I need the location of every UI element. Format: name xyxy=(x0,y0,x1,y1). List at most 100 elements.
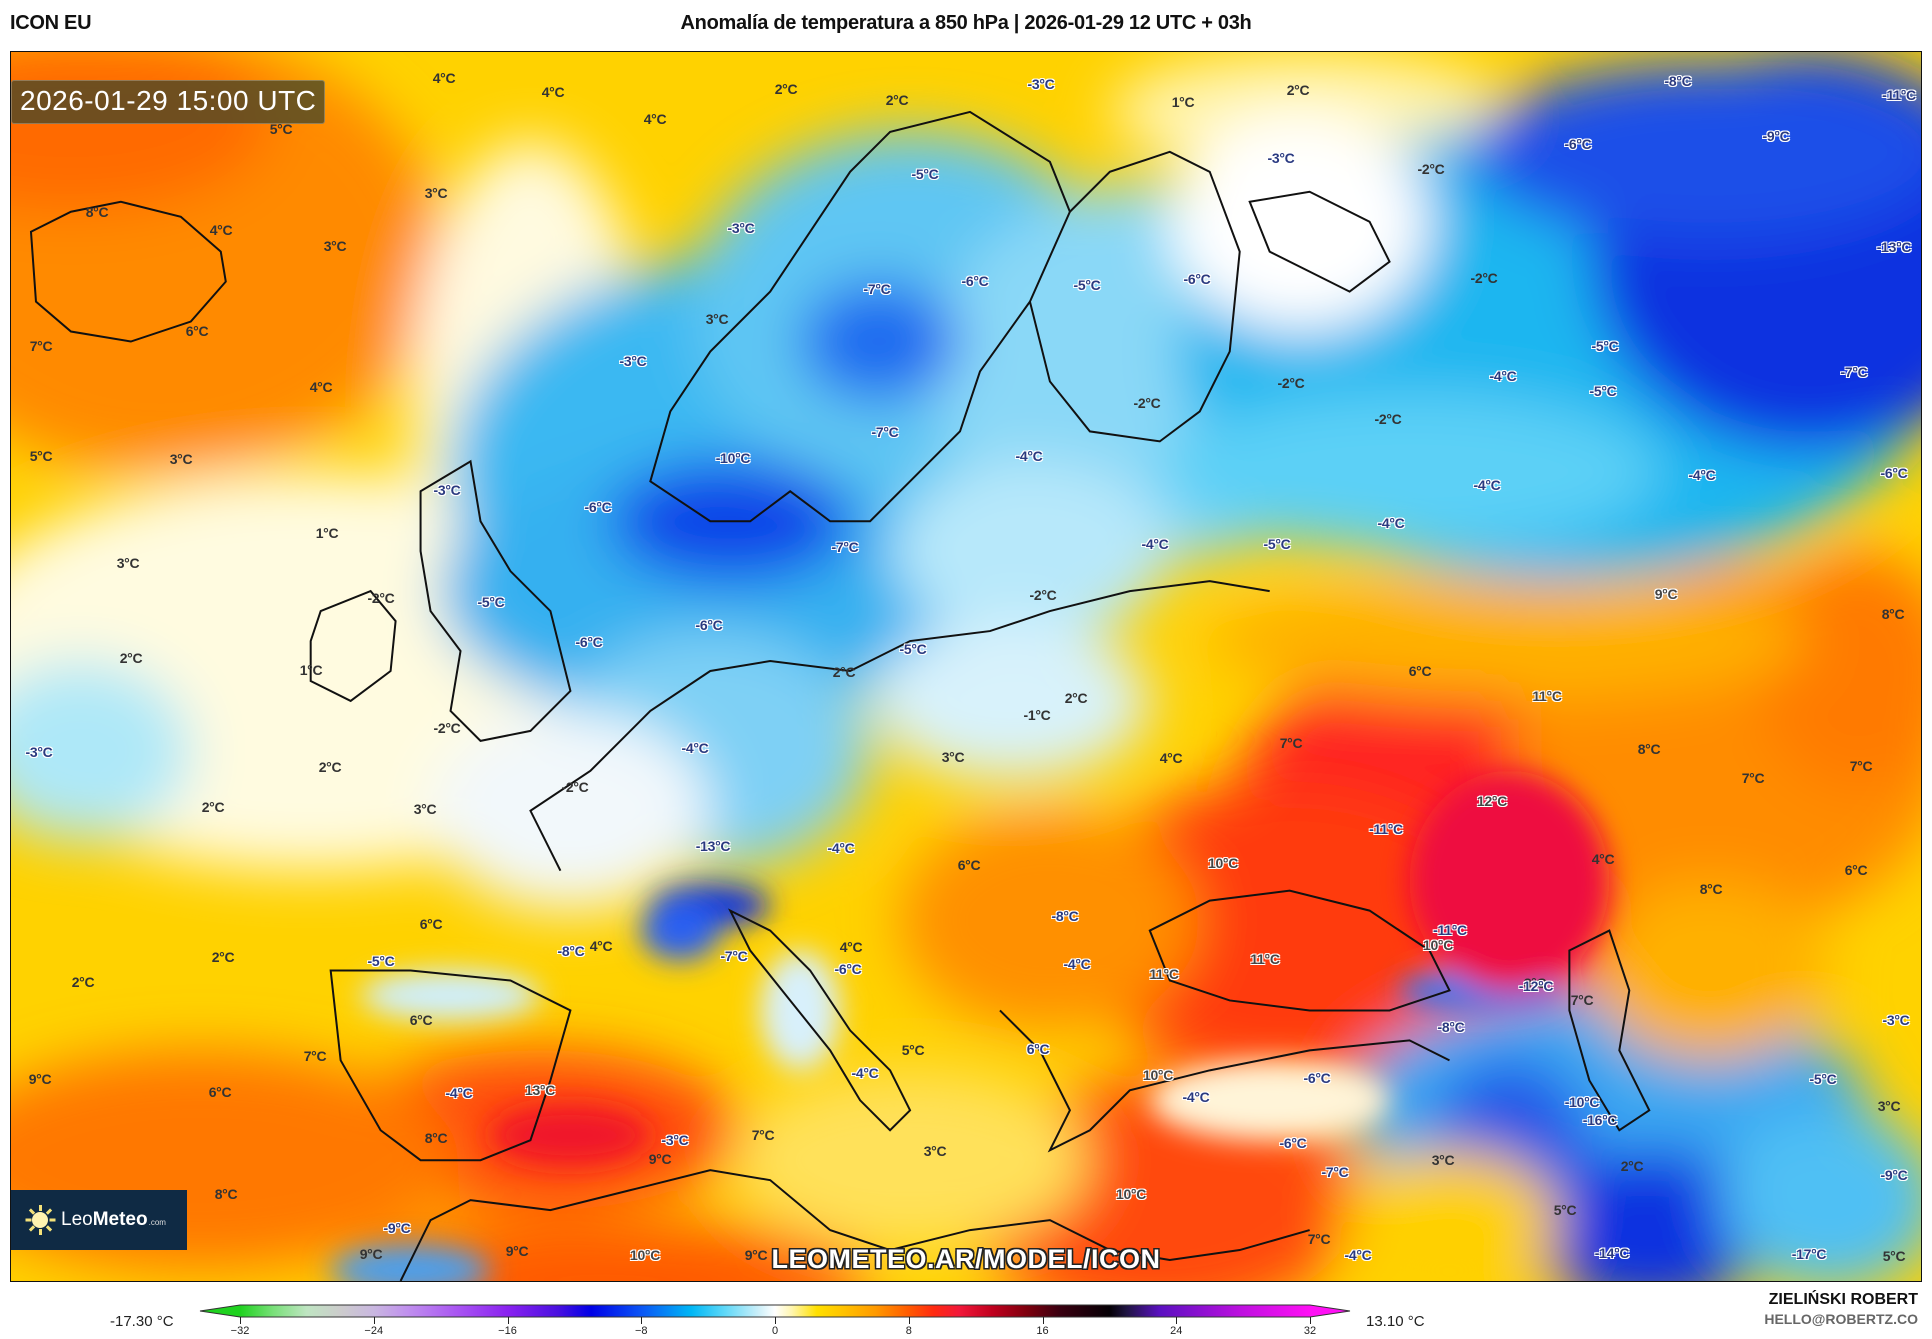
coastline-iberia xyxy=(329,969,572,1162)
temperature-label: 7°C xyxy=(1279,735,1303,751)
temperature-label: 8°C xyxy=(85,204,109,220)
temperature-label: -6°C xyxy=(1279,1135,1307,1151)
temperature-label: -8°C xyxy=(1437,1019,1465,1035)
temperature-label: -14°C xyxy=(1594,1245,1630,1261)
temperature-label: -6°C xyxy=(695,617,723,633)
temperature-label: 6°C xyxy=(1844,862,1868,878)
temperature-label: 10°C xyxy=(1115,1186,1147,1202)
temperature-label: 1°C xyxy=(1171,94,1195,110)
temperature-label: 9°C xyxy=(28,1071,52,1087)
temperature-label: -10°C xyxy=(1564,1094,1600,1110)
temperature-label: -16°C xyxy=(1582,1112,1618,1128)
temperature-label: -2°C xyxy=(1133,395,1161,411)
temperature-label: -3°C xyxy=(661,1132,689,1148)
temperature-label: 3°C xyxy=(1877,1098,1901,1114)
colorbar-tick xyxy=(507,1317,509,1324)
colorbar-min-value: -17.30 °C xyxy=(110,1313,174,1330)
coastline-ireland xyxy=(309,589,397,703)
temperature-label: -3°C xyxy=(727,220,755,236)
temperature-label: -5°C xyxy=(1589,383,1617,399)
temperature-label: 2°C xyxy=(71,974,95,990)
temperature-label: 3°C xyxy=(169,451,193,467)
temperature-label: 8°C xyxy=(1637,741,1661,757)
temperature-label: -4°C xyxy=(851,1065,879,1081)
temperature-label: 2°C xyxy=(1286,82,1310,98)
temperature-label: 3°C xyxy=(413,801,437,817)
colorbar-tick xyxy=(1310,1317,1311,1324)
temperature-label: 3°C xyxy=(705,311,729,327)
temperature-label: 3°C xyxy=(1431,1152,1455,1168)
temperature-label: -13°C xyxy=(1876,239,1912,255)
coastline-finland xyxy=(1028,150,1241,443)
temperature-label: 2°C xyxy=(832,664,856,680)
temperature-label: -2°C xyxy=(1277,375,1305,391)
temperature-label: -11°C xyxy=(1369,821,1403,837)
temperature-label: 8°C xyxy=(214,1186,238,1202)
temperature-label: -13°C xyxy=(695,838,731,854)
temperature-label: 4°C xyxy=(1159,750,1183,766)
temperature-label: -4°C xyxy=(1688,467,1716,483)
temperature-label: -3°C xyxy=(1267,150,1295,166)
temperature-label: -11°C xyxy=(1433,922,1467,938)
temperature-label: 7°C xyxy=(1849,758,1873,774)
temperature-label: 2°C xyxy=(119,650,143,666)
temperature-label: -5°C xyxy=(911,166,939,182)
coastline-britain xyxy=(419,459,572,742)
watermark-url: LEOMETEO.AR/MODEL/ICON xyxy=(771,1244,1161,1274)
temperature-label: -2°C xyxy=(1374,411,1402,427)
temperature-label: 7°C xyxy=(1741,770,1765,786)
colorbar-legend: -17.30 °C −32 −24 −16 −8 0 8 16 24 32 13.10 °C Z… xyxy=(0,1283,1932,1339)
temperature-anomaly-map: 2026-01-29 15:00 UTC 4°C 4°C 2°C 2°C -3°C 1°C… xyxy=(10,51,1922,1282)
temperature-label: 6°C xyxy=(409,1012,433,1028)
temperature-label: 3°C xyxy=(941,749,965,765)
temperature-label: 8°C xyxy=(424,1130,448,1146)
temperature-label: 9°C xyxy=(359,1246,383,1262)
temperature-label: 5°C xyxy=(269,121,293,137)
temperature-label: -10°C xyxy=(715,450,751,466)
temperature-label: 6°C xyxy=(208,1084,232,1100)
model-name: ICON EU xyxy=(10,12,92,34)
temperature-label: -7°C xyxy=(1321,1164,1349,1180)
temperature-label: -4°C xyxy=(1063,956,1091,972)
temperature-label: -6°C xyxy=(1183,271,1211,287)
leometeo-logo: LeoMeteo.com xyxy=(11,1190,187,1250)
temperature-label: 5°C xyxy=(901,1042,925,1058)
temperature-label: -4°C xyxy=(681,740,709,756)
temperature-label: 8°C xyxy=(1699,881,1723,897)
temperature-label: -2°C xyxy=(1417,161,1445,177)
colorbar-tick-label: 8 xyxy=(905,1325,912,1337)
colorbar-tick-label: 24 xyxy=(1170,1325,1183,1337)
chart-title: Anomalía de temperatura a 850 hPa | 2026… xyxy=(680,12,1252,34)
temperature-label: 2°C xyxy=(201,799,225,815)
temperature-label: 12°C xyxy=(1476,793,1508,809)
temperature-label: -17°C xyxy=(1791,1246,1827,1262)
temperature-label: -7°C xyxy=(863,281,891,297)
temperature-label: -9°C xyxy=(383,1220,411,1236)
temperature-label: 1°C xyxy=(299,662,323,678)
temperature-label: 7°C xyxy=(1307,1231,1331,1247)
temperature-label: 4°C xyxy=(1591,851,1615,867)
temperature-label: 4°C xyxy=(589,938,613,954)
temperature-label: 3°C xyxy=(923,1143,947,1159)
temperature-label: 9°C xyxy=(744,1247,768,1263)
temperature-label: -5°C xyxy=(899,641,927,657)
temperature-label: -6°C xyxy=(584,499,612,515)
temperature-label: 4°C xyxy=(643,111,667,127)
temperature-label: 6°C xyxy=(1026,1041,1050,1057)
colorbar-tick xyxy=(1176,1317,1178,1324)
temperature-label: -4°C xyxy=(1377,515,1405,531)
temperature-label: 5°C xyxy=(29,448,53,464)
valid-time-badge: 2026-01-29 15:00 UTC xyxy=(11,80,326,124)
temperature-label: 8°C xyxy=(1881,606,1905,622)
temperature-label: 6°C xyxy=(419,916,443,932)
temperature-label: -11°C xyxy=(1882,87,1916,103)
colorbar-tick-label: −16 xyxy=(498,1325,517,1337)
temperature-label: 4°C xyxy=(839,939,863,955)
temperature-label: -2°C xyxy=(433,720,461,736)
temperature-label: 10°C xyxy=(1422,937,1454,953)
temperature-label: 5°C xyxy=(1882,1248,1906,1264)
temperature-label: 10°C xyxy=(629,1247,661,1263)
temperature-label: 11°C xyxy=(1250,951,1280,967)
temperature-label: -6°C xyxy=(575,634,603,650)
temperature-label: -5°C xyxy=(1073,277,1101,293)
